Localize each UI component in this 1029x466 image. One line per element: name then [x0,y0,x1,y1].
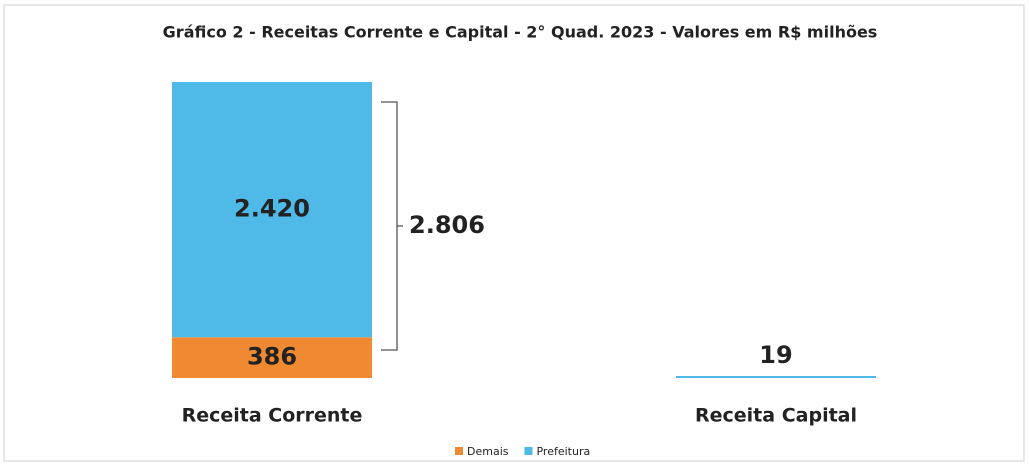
legend-swatch [524,447,533,455]
legend-swatch [455,447,463,455]
bar-segment [676,375,876,378]
total-bracket [381,101,403,351]
value-label: 2.420 [234,195,310,223]
bar-segment [172,82,372,338]
bar-segment [172,337,372,378]
value-label: 386 [247,343,297,371]
x-tick-label: Receita Corrente [182,405,363,427]
total-label: 2.806 [409,211,485,239]
x-tick-label: Receita Capital [695,405,857,427]
legend-label: Prefeitura [536,445,590,458]
chart-title: Gráfico 2 - Receitas Corrente e Capital … [163,23,878,42]
chart-frame [3,4,1025,462]
legend-label: Demais [467,445,509,458]
value-label: 19 [759,341,792,369]
